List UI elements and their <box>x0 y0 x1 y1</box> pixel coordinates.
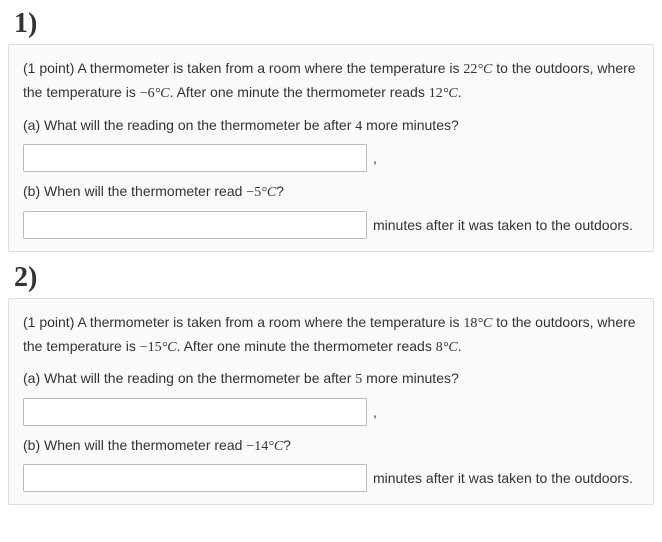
period: . <box>458 84 462 100</box>
problem-number-label: 1) <box>14 8 654 40</box>
room-temp: 22°C <box>463 62 492 77</box>
room-temp: 18°C <box>463 316 492 331</box>
part-a-question: (a) What will the reading on the thermom… <box>23 367 639 391</box>
part-a-pre: (a) What will the reading on the thermom… <box>23 370 355 386</box>
target-temp: −5°C <box>246 185 276 200</box>
part-a-pre: (a) What will the reading on the thermom… <box>23 117 355 133</box>
intro-pre: A thermometer is taken from a room where… <box>74 60 463 76</box>
problem-number-label: 2) <box>14 262 654 294</box>
part-b-question: (b) When will the thermometer read −14°C… <box>23 434 639 458</box>
part-b-input-row: minutes after it was taken to the outdoo… <box>23 464 639 492</box>
part-a-trail: , <box>373 404 377 420</box>
period: . <box>458 338 462 354</box>
part-a-trail: , <box>373 150 377 166</box>
target-temp: −14°C <box>246 439 283 454</box>
outdoor-temp: −15°C <box>140 340 177 355</box>
intro-pre: A thermometer is taken from a room where… <box>74 314 463 330</box>
part-a-question: (a) What will the reading on the thermom… <box>23 114 639 138</box>
points-label: (1 point) <box>23 314 74 330</box>
part-b-input-row: minutes after it was taken to the outdoo… <box>23 211 639 239</box>
points-label: (1 point) <box>23 60 74 76</box>
part-a-input-row: , <box>23 144 639 172</box>
read-temp: 12°C <box>429 86 458 101</box>
problem-box: (1 point) A thermometer is taken from a … <box>8 298 654 506</box>
intro-post: . After one minute the thermometer reads <box>170 84 429 100</box>
part-a-answer-input[interactable] <box>23 144 367 172</box>
part-b-answer-input[interactable] <box>23 464 367 492</box>
problem-intro: (1 point) A thermometer is taken from a … <box>23 57 639 106</box>
outdoor-temp: −6°C <box>140 86 170 101</box>
part-b-post: ? <box>283 437 291 453</box>
part-a-input-row: , <box>23 398 639 426</box>
part-b-trail: minutes after it was taken to the outdoo… <box>373 217 633 233</box>
problem-box: (1 point) A thermometer is taken from a … <box>8 44 654 252</box>
part-b-pre: (b) When will the thermometer read <box>23 437 246 453</box>
part-a-answer-input[interactable] <box>23 398 367 426</box>
part-b-question: (b) When will the thermometer read −5°C? <box>23 180 639 204</box>
part-b-answer-input[interactable] <box>23 211 367 239</box>
read-temp: 8°C <box>436 340 458 355</box>
part-a-post: more minutes? <box>362 370 458 386</box>
part-a-post: more minutes? <box>362 117 458 133</box>
problem-intro: (1 point) A thermometer is taken from a … <box>23 311 639 360</box>
part-b-pre: (b) When will the thermometer read <box>23 183 246 199</box>
part-b-post: ? <box>276 183 284 199</box>
part-b-trail: minutes after it was taken to the outdoo… <box>373 470 633 486</box>
intro-post: . After one minute the thermometer reads <box>177 338 436 354</box>
